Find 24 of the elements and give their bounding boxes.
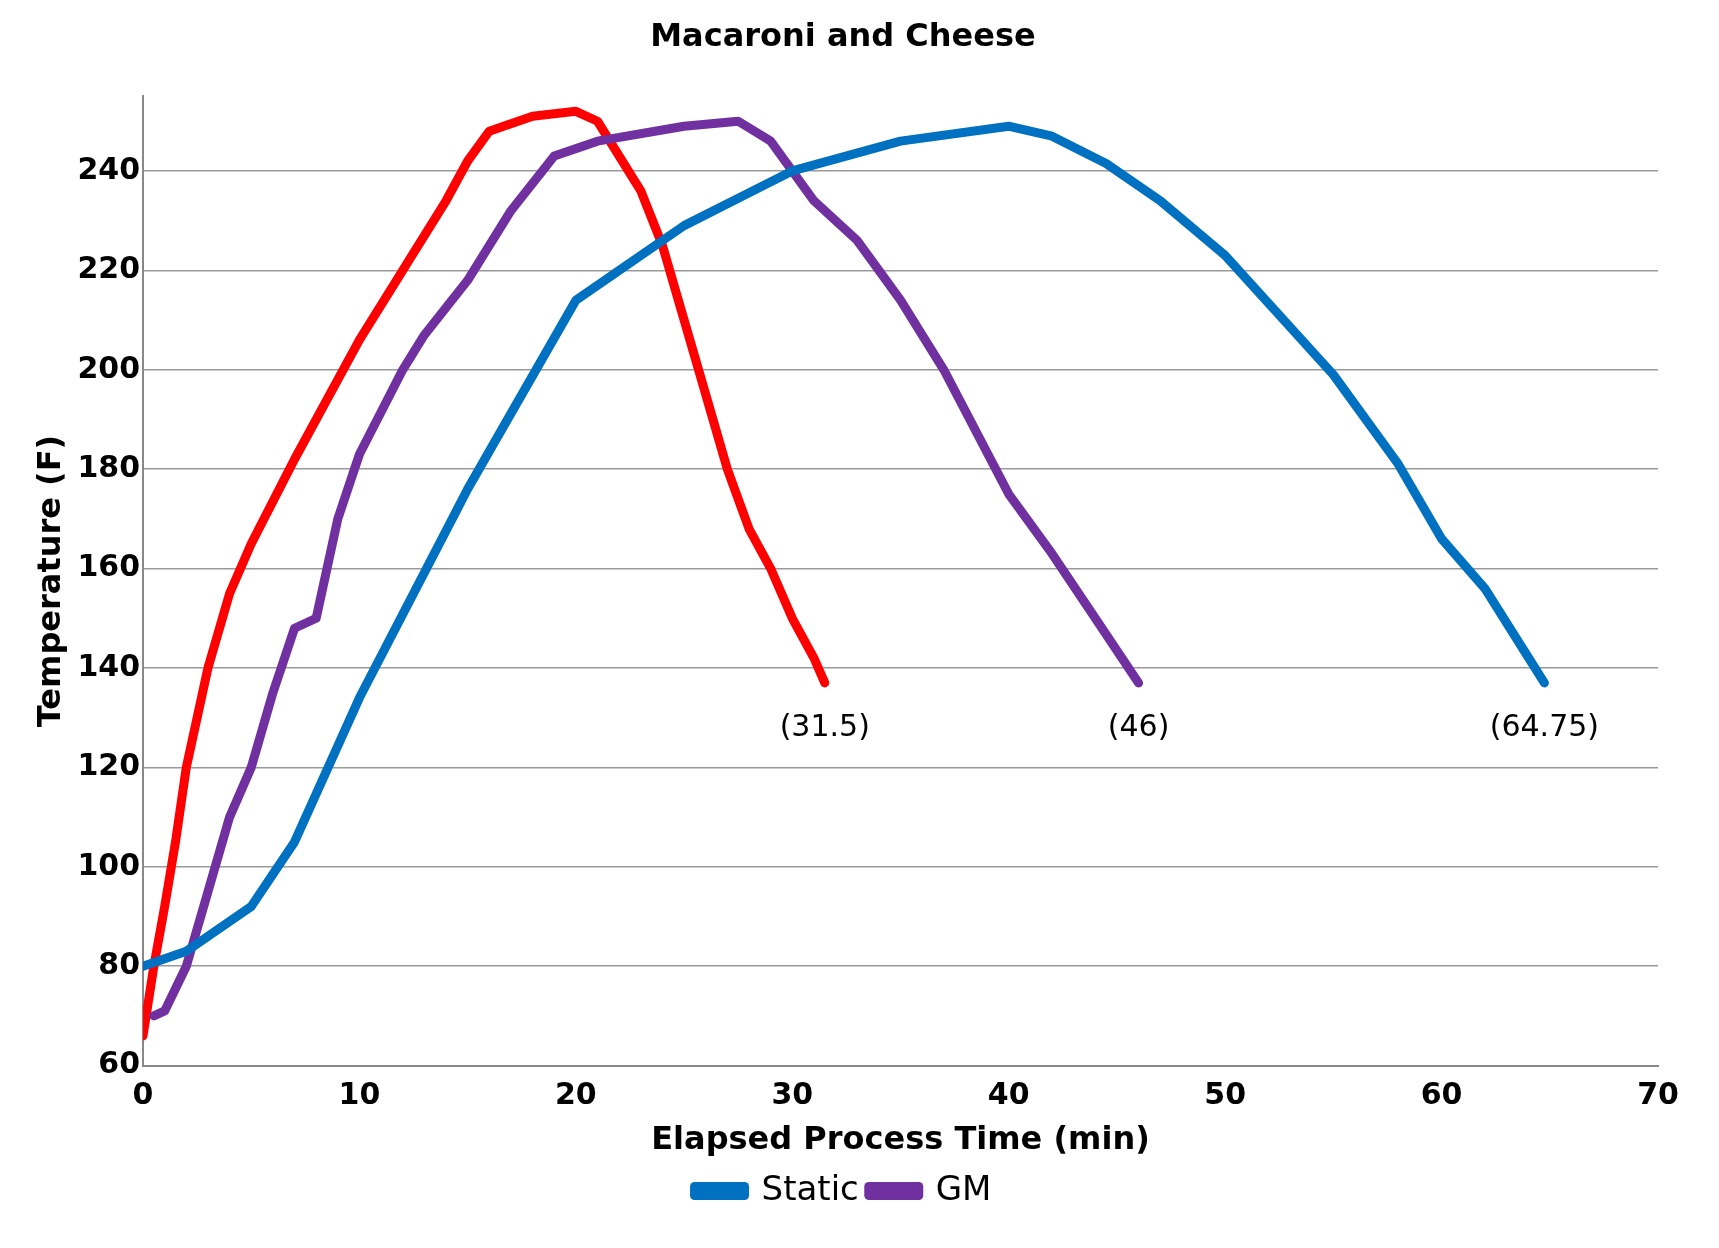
legend-label: GM — [935, 1167, 992, 1208]
legend-label: Static — [761, 1167, 859, 1208]
x-tick-label: 30 — [771, 1076, 814, 1112]
annotation: (46) — [1107, 707, 1170, 743]
annotation: (31.5) — [779, 707, 870, 743]
y-tick-label: 220 — [77, 250, 141, 286]
x-tick-label: 50 — [1204, 1076, 1247, 1112]
x-tick-label: 40 — [987, 1076, 1030, 1112]
x-tick-label: 70 — [1637, 1076, 1679, 1112]
x-axis-title: Elapsed Process Time (min) — [651, 1119, 1150, 1158]
y-tick-label: 120 — [77, 747, 141, 783]
y-tick-label: 100 — [77, 846, 141, 882]
x-tick-label: 60 — [1420, 1076, 1463, 1112]
y-tick-label: 160 — [77, 548, 141, 584]
chart-title: Macaroni and Cheese — [650, 15, 1036, 54]
y-tick-label: 180 — [77, 448, 141, 484]
x-tick-label: 10 — [338, 1076, 381, 1112]
y-tick-label: 200 — [77, 349, 141, 385]
y-tick-label: 240 — [77, 150, 141, 186]
x-tick-label: 20 — [555, 1076, 597, 1112]
y-tick-label: 80 — [98, 945, 141, 981]
y-tick-label: 140 — [77, 647, 141, 683]
annotation: (64.75) — [1489, 707, 1600, 743]
y-axis-title: Temperature (F) — [29, 434, 68, 728]
